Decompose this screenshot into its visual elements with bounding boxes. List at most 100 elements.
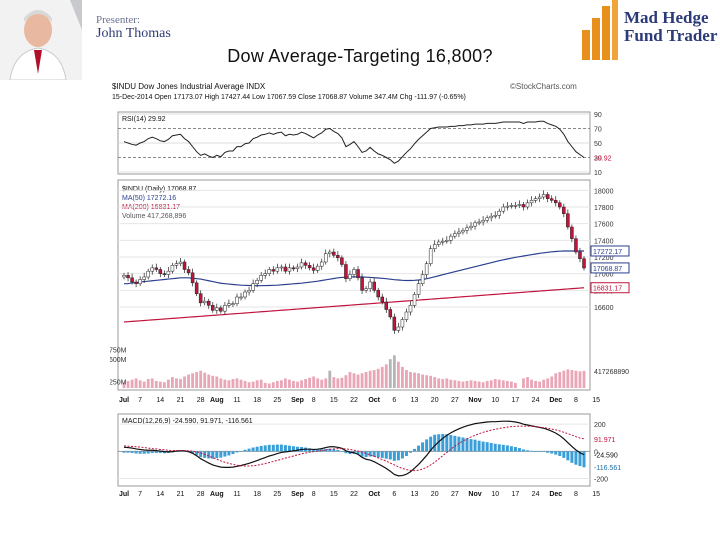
macd-callout-label: 91.971 xyxy=(594,437,616,444)
volume-bar xyxy=(405,370,408,388)
candle-body xyxy=(445,240,449,242)
macd-histogram-bar xyxy=(231,451,235,455)
volume-bar xyxy=(312,376,316,388)
candle-body xyxy=(243,291,247,298)
macd-histogram-bar xyxy=(376,451,380,458)
volume-bar xyxy=(332,377,336,388)
macd-tick-label: 200 xyxy=(594,422,606,429)
volume-bar xyxy=(562,370,566,388)
candle-body xyxy=(513,205,518,207)
legend-ma50: MA(50) 17272.16 xyxy=(122,195,176,202)
volume-bar xyxy=(429,375,433,388)
rsi-tick-label: 30 xyxy=(594,156,602,163)
macd-histogram-bar xyxy=(574,451,578,465)
volume-tick-label: 250M xyxy=(110,380,127,387)
candle-body xyxy=(182,261,187,270)
candle-body xyxy=(154,267,159,270)
macd-histogram-bar xyxy=(271,444,275,452)
macd-histogram-bar xyxy=(316,449,320,452)
candle-body xyxy=(558,202,562,208)
macd-histogram-bar xyxy=(534,451,538,452)
macd-histogram-bar xyxy=(421,442,425,452)
macd-histogram-bar xyxy=(328,448,332,452)
candle-body xyxy=(554,200,558,204)
x-tick-label: 18 xyxy=(253,397,261,404)
x-tick-label: 8 xyxy=(312,491,316,498)
macd-histogram-bar xyxy=(324,448,328,452)
volume-bar xyxy=(534,380,537,388)
candle-body xyxy=(525,202,530,208)
x-tick-label: 21 xyxy=(177,491,185,498)
macd-histogram-bar xyxy=(372,451,376,457)
volume-bar xyxy=(284,378,287,388)
macd-histogram-bar xyxy=(360,451,364,457)
x-tick-label: 27 xyxy=(451,491,459,498)
x-tick-label: 14 xyxy=(156,397,164,404)
volume-bar xyxy=(316,378,320,388)
macd-histogram-bar xyxy=(162,451,166,454)
candle-body xyxy=(533,198,538,201)
candle-body xyxy=(271,269,276,272)
candle-body xyxy=(501,206,506,212)
candle-body xyxy=(481,220,485,223)
volume-bar xyxy=(437,378,441,388)
macd-histogram-bar xyxy=(344,451,348,454)
dow-stock-chart: $INDU Dow Jones Industrial Average INDX … xyxy=(110,80,630,500)
x-tick-label: Jul xyxy=(119,491,129,498)
volume-bar xyxy=(215,376,219,388)
legend-price: $INDU (Daily) 17068.87 xyxy=(122,186,196,193)
volume-bar xyxy=(158,381,162,388)
x-tick-label: 15 xyxy=(592,397,600,404)
volume-bar xyxy=(255,380,259,388)
candle-body xyxy=(578,251,582,259)
volume-bar xyxy=(550,376,554,388)
volume-tick-label: 600M xyxy=(110,357,127,364)
candle-body xyxy=(174,263,179,266)
volume-bar xyxy=(413,372,416,388)
candle-body xyxy=(348,274,352,279)
macd-histogram-bar xyxy=(570,451,574,463)
macd-histogram-bar xyxy=(130,451,134,453)
macd-histogram-bar xyxy=(489,442,493,452)
x-tick-label: 7 xyxy=(138,491,142,498)
volume-bar xyxy=(207,374,211,388)
candle-body xyxy=(485,217,489,221)
x-tick-label: 11 xyxy=(233,491,240,498)
candle-body xyxy=(307,265,312,269)
volume-bar xyxy=(457,380,461,388)
candle-body xyxy=(517,204,522,206)
macd-histogram-bar xyxy=(275,444,279,452)
candle-body xyxy=(340,257,344,265)
slide-header: Presenter: John Thomas Dow Average-Targe… xyxy=(0,0,720,80)
candle-body xyxy=(299,262,304,268)
x-tick-label: 28 xyxy=(197,397,205,404)
macd-histogram-bar xyxy=(364,451,368,458)
volume-bar xyxy=(231,379,235,388)
x-tick-label: 22 xyxy=(350,491,358,498)
volume-bar xyxy=(296,381,299,388)
macd-histogram-bar xyxy=(509,446,513,452)
presenter-label: Presenter: xyxy=(96,14,140,26)
rsi-tick-label: 50 xyxy=(594,141,602,148)
macd-histogram-bar xyxy=(493,443,497,452)
x-tick-label: 20 xyxy=(431,397,439,404)
volume-bar xyxy=(203,372,207,388)
x-tick-label: Jul xyxy=(119,397,129,404)
volume-bar xyxy=(360,373,364,388)
candle-body xyxy=(364,288,368,291)
candle-body xyxy=(170,265,175,272)
x-tick-label: Aug xyxy=(210,491,224,498)
volume-bar xyxy=(392,355,396,388)
volume-bar xyxy=(570,370,574,388)
macd-histogram-bar xyxy=(247,448,251,452)
macd-histogram-bar xyxy=(469,439,473,452)
macd-histogram-bar xyxy=(122,451,126,453)
volume-bar xyxy=(453,380,457,388)
volume-bar xyxy=(473,380,477,388)
candle-body xyxy=(457,231,461,234)
macd-histogram-bar xyxy=(538,451,542,452)
candle-body xyxy=(303,262,308,266)
rsi-tick-label: 10 xyxy=(594,170,602,177)
volume-bar xyxy=(175,378,178,388)
candle-body xyxy=(279,266,284,269)
